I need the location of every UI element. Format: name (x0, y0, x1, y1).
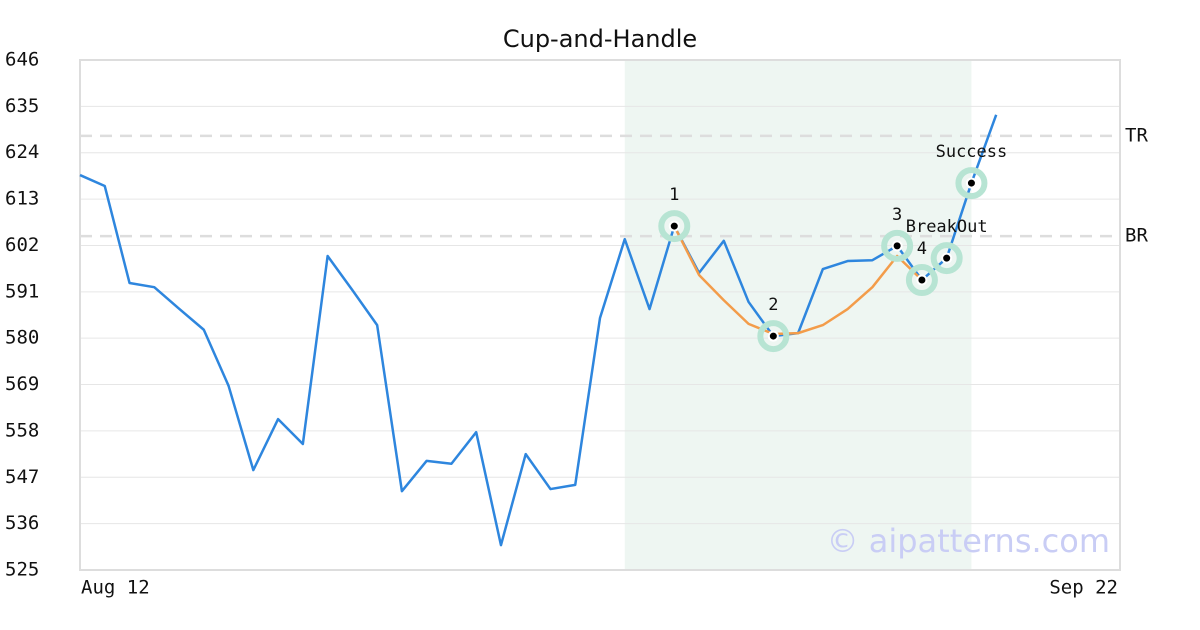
annotation-label: 1 (669, 185, 679, 205)
marker-dot (668, 220, 680, 232)
marker-halo (881, 229, 914, 262)
x-tick-label: Aug 12 (81, 577, 150, 599)
y-tick-label: 569 (5, 373, 39, 395)
marker-dot (891, 240, 903, 252)
y-tick-label: 613 (5, 188, 39, 210)
level-label: BR (1125, 225, 1148, 247)
marker-halo (658, 210, 691, 243)
chart-title: Cup-and-Handle (503, 25, 697, 53)
series-line (673, 225, 923, 336)
y-tick-label: 646 (5, 49, 39, 71)
y-tick-label: 635 (5, 95, 39, 117)
plot-border (79, 59, 1121, 571)
y-tick-label: 580 (5, 327, 39, 349)
annotation-label: 4 (917, 239, 927, 259)
y-tick-label: 547 (5, 466, 39, 488)
y-tick-label: 558 (5, 419, 39, 441)
annotation-label: BreakOut (906, 217, 988, 237)
highlight-region (624, 60, 972, 570)
y-tick-label: 536 (5, 512, 39, 534)
y-tick-label: 602 (5, 234, 39, 256)
marker-halo (905, 264, 938, 297)
annotation-label: 2 (768, 295, 778, 315)
level-label: TR (1125, 124, 1148, 146)
marker-halo (757, 320, 790, 353)
marker-halo (955, 167, 988, 200)
annotation-label: 3 (892, 205, 902, 225)
y-tick-label: 591 (5, 280, 39, 302)
marker-dot (965, 177, 977, 189)
series-line (79, 114, 998, 547)
marker-dot (767, 330, 779, 342)
y-tick-label: 525 (5, 559, 39, 581)
annotation-label: Success (936, 142, 1008, 162)
watermark: © aipatterns.com (827, 522, 1110, 560)
marker-halo (930, 242, 963, 275)
marker-dot (941, 252, 953, 264)
marker-dot (916, 274, 928, 286)
y-tick-label: 624 (5, 141, 39, 163)
x-tick-label: Sep 22 (1049, 577, 1118, 599)
